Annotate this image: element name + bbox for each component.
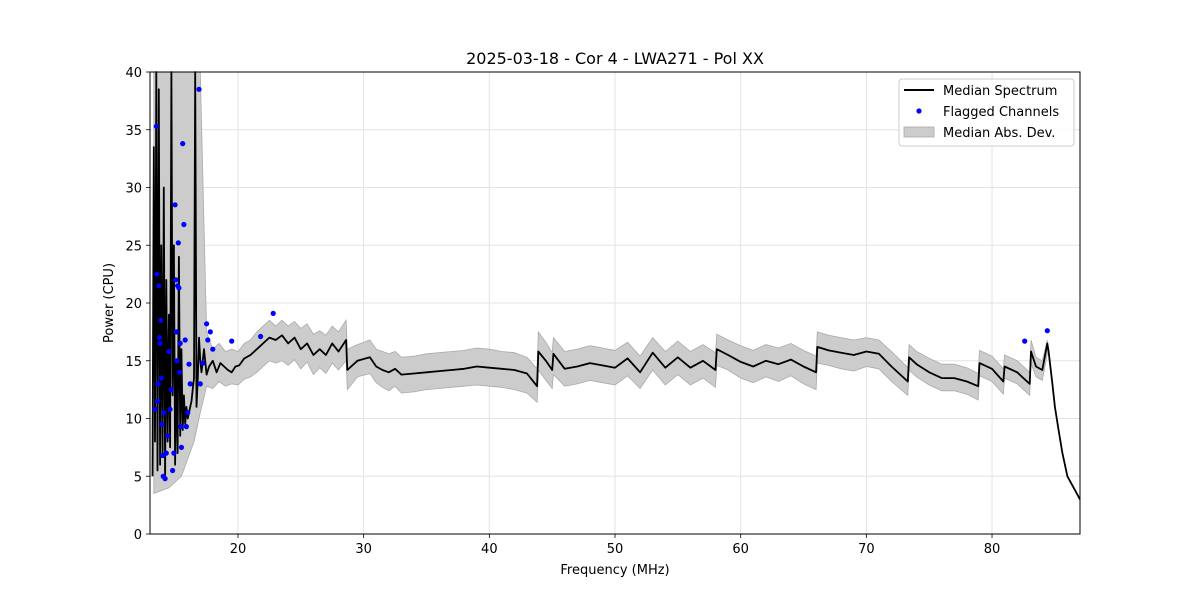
- flagged-channel-point: [156, 283, 162, 289]
- mad-band: [153, 71, 1048, 495]
- flagged-channel-point: [162, 476, 168, 482]
- flagged-channel-point: [165, 433, 171, 439]
- y-axis-label: Power (CPU): [102, 263, 117, 343]
- median-line: [151, 71, 1081, 500]
- flagged-channel-point: [258, 333, 264, 340]
- flagged-channel-point: [1022, 338, 1028, 344]
- legend-label-mad: Median Abs. Dev.: [943, 126, 1055, 141]
- x-tick-label: 80: [984, 542, 1001, 557]
- flagged-channel-point: [158, 375, 164, 381]
- legend-box: [898, 78, 1075, 147]
- x-tick-label: 30: [355, 542, 372, 557]
- legend-label-flagged-channels: Flagged Channels: [943, 105, 1059, 120]
- plot-frame: [149, 71, 1081, 535]
- y-tick-label: 20: [125, 297, 142, 312]
- flagged-channel-point: [158, 317, 164, 323]
- flagged-channel-point: [154, 398, 161, 404]
- flagged-channel-point: [204, 321, 210, 327]
- flagged-channel-point: [207, 329, 213, 335]
- flagged-channel-point: [167, 406, 173, 412]
- flagged-channel-point: [180, 141, 186, 147]
- y-tick-label: 5: [134, 470, 142, 485]
- flagged-channel-point: [155, 381, 161, 387]
- flagged-channel-point: [161, 410, 167, 416]
- chart-title: 2025-03-18 - Cor 4 - LWA271 - Pol XX: [466, 49, 764, 68]
- flagged-channel-point: [166, 348, 172, 355]
- flagged-channel-point: [173, 277, 179, 283]
- flagged-channel-point: [178, 424, 184, 430]
- axes: 20 30 40 50 60 70 80 0 5 10 15 20 25 30 35 40: [125, 66, 1081, 557]
- legend-band-swatch: [903, 126, 935, 138]
- flagged-channel-point: [176, 369, 183, 375]
- flagged-channel-point: [178, 444, 184, 450]
- median-spectrum-line: [151, 71, 1081, 500]
- flagged-channel-point: [168, 387, 174, 393]
- flagged-channel-point: [175, 240, 181, 246]
- flagged-channel-point: [156, 335, 162, 341]
- flagged-channel-point: [159, 421, 165, 427]
- legend-marker-swatch: [916, 108, 922, 114]
- flagged-channel-point: [1044, 328, 1050, 334]
- flagged-channel-point: [181, 221, 187, 228]
- flagged-channel-point: [197, 381, 203, 387]
- flagged-channel-point: [183, 424, 189, 430]
- flagged-channel-point: [163, 450, 169, 456]
- flagged-channel-point: [173, 329, 179, 335]
- flagged-points: [152, 86, 1050, 482]
- x-axis-label: Frequency (MHz): [560, 563, 669, 578]
- flagged-channel-point: [157, 340, 163, 346]
- flagged-channel-point: [153, 123, 159, 129]
- flagged-channel-point: [185, 410, 191, 416]
- y-tick-label: 40: [125, 66, 142, 81]
- flagged-channel-point: [174, 358, 180, 364]
- flagged-channel-point: [182, 337, 188, 343]
- flagged-channel-point: [152, 406, 158, 412]
- flagged-channel-point: [172, 202, 178, 208]
- legend-label-median-spectrum: Median Spectrum: [943, 84, 1057, 99]
- mad-band-area: [153, 71, 1048, 495]
- x-tick-label: 70: [858, 542, 875, 557]
- y-tick-label: 25: [125, 239, 142, 254]
- flagged-channel-point: [205, 337, 211, 343]
- x-tick-label: 40: [481, 542, 498, 557]
- flagged-channel-point: [160, 452, 166, 459]
- flagged-channel-point: [270, 310, 276, 316]
- x-tick-label: 60: [732, 542, 749, 557]
- flagged-channel-point: [210, 346, 216, 352]
- flagged-channel-point: [170, 467, 176, 474]
- y-tick-label: 35: [125, 124, 142, 139]
- flagged-channel-point: [187, 381, 193, 387]
- legend: Median Spectrum Flagged Channels Median …: [898, 78, 1075, 147]
- flagged-channel-point: [229, 338, 235, 344]
- y-tick-label: 0: [134, 528, 142, 543]
- y-tick-label: 30: [125, 182, 142, 197]
- flagged-channel-point: [176, 285, 182, 291]
- flagged-channel-point: [171, 450, 177, 456]
- flagged-channel-point: [154, 271, 160, 277]
- y-tick-label: 15: [125, 355, 142, 370]
- flagged-channel-point: [177, 340, 183, 346]
- x-tick-label: 20: [230, 542, 247, 557]
- flagged-channel-point: [186, 361, 192, 367]
- flagged-channel-point: [200, 360, 206, 366]
- x-tick-label: 50: [607, 542, 624, 557]
- y-tick-label: 10: [125, 413, 142, 428]
- flagged-channel-point: [196, 86, 202, 92]
